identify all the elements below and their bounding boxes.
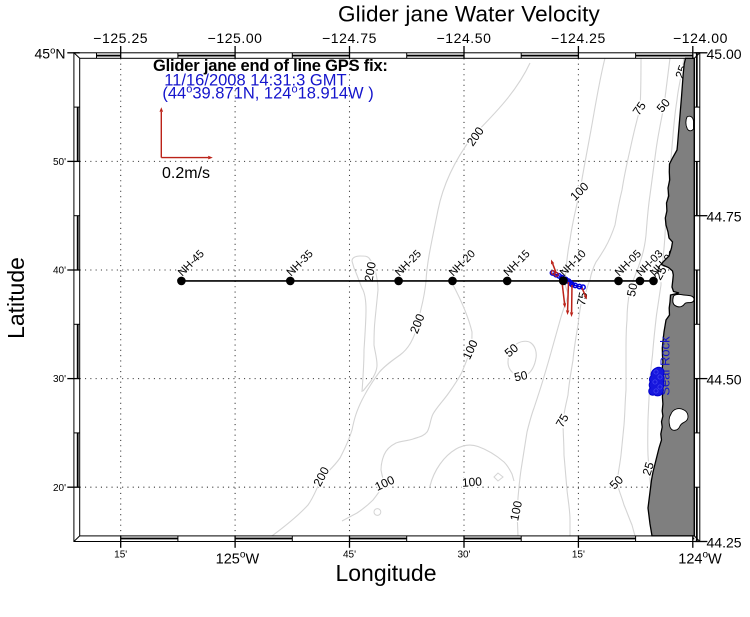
svg-text:40': 40'	[53, 266, 66, 277]
svg-text:45': 45'	[343, 550, 356, 561]
svg-text:15': 15'	[572, 550, 585, 561]
svg-text:124oW: 124oW	[678, 550, 722, 568]
svg-text:125oW: 125oW	[216, 550, 260, 568]
svg-text:44.25: 44.25	[707, 535, 742, 551]
svg-text:20': 20'	[53, 483, 66, 494]
svg-text:30': 30'	[53, 374, 66, 385]
svg-text:45.00: 45.00	[707, 46, 742, 62]
svg-text:−125.25: −125.25	[93, 30, 148, 46]
svg-text:44.75: 44.75	[707, 209, 742, 225]
svg-text:Latitude: Latitude	[3, 257, 29, 339]
svg-text:−124.25: −124.25	[551, 30, 606, 46]
svg-text:Longitude: Longitude	[335, 560, 436, 586]
svg-text:−124.00: −124.00	[673, 30, 728, 46]
svg-text:100: 100	[461, 474, 482, 489]
svg-text:50': 50'	[53, 157, 66, 168]
svg-text:30': 30'	[457, 550, 470, 561]
svg-text:−124.50: −124.50	[437, 30, 492, 46]
svg-text:15': 15'	[114, 550, 127, 561]
svg-text:(44o39.871N, 124o18.914W ): (44o39.871N, 124o18.914W )	[162, 84, 373, 103]
svg-text:−124.75: −124.75	[322, 30, 377, 46]
svg-text:0.2m/s: 0.2m/s	[162, 165, 210, 182]
svg-text:44.50: 44.50	[707, 372, 742, 388]
svg-text:Glider jane Water Velocity: Glider jane Water Velocity	[338, 2, 601, 27]
svg-text:−125.00: −125.00	[208, 30, 263, 46]
svg-text:45oN: 45oN	[35, 46, 66, 62]
